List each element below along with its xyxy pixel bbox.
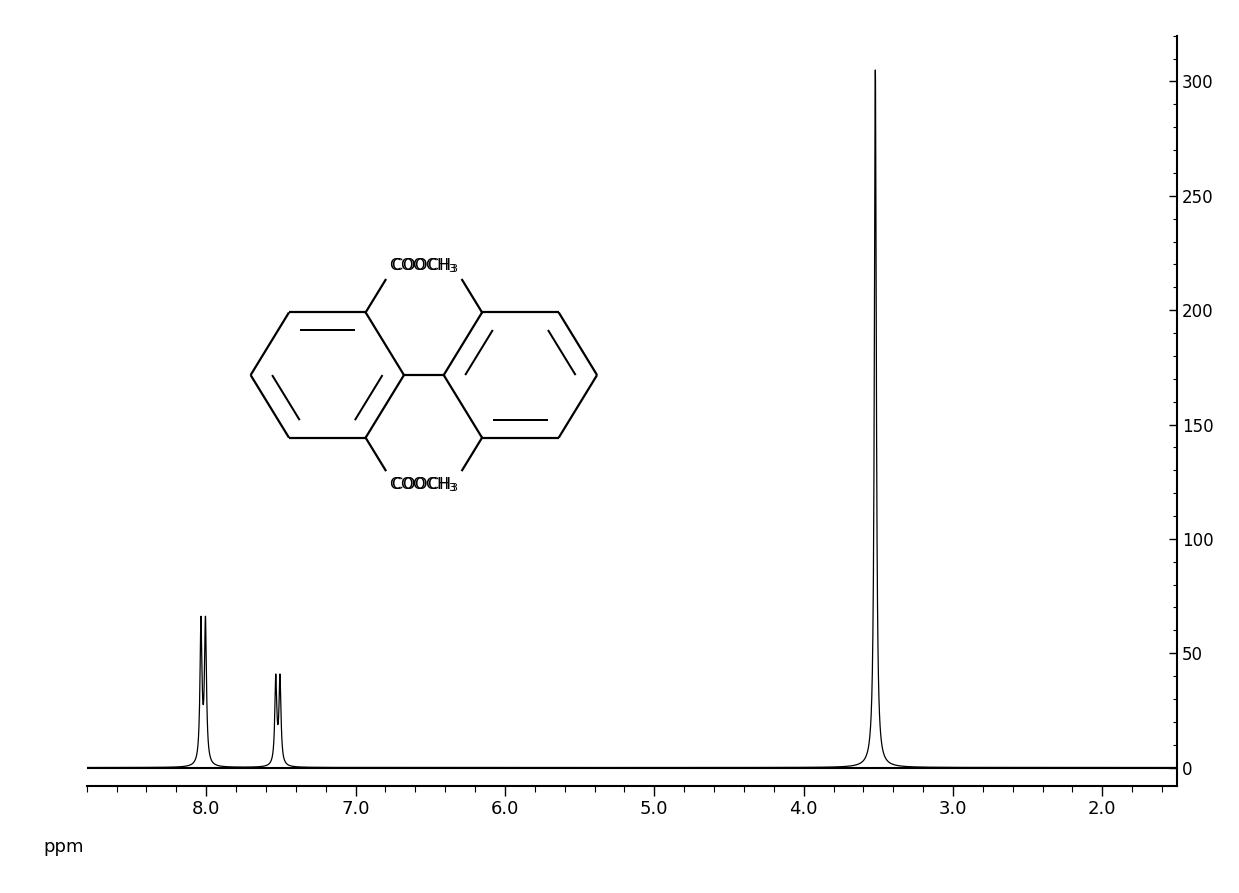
Text: ppm: ppm bbox=[43, 839, 83, 856]
Text: COOCH$_3$: COOCH$_3$ bbox=[392, 476, 458, 494]
Text: COOCH$_3$: COOCH$_3$ bbox=[392, 256, 458, 274]
Text: COOCH$_3$: COOCH$_3$ bbox=[389, 256, 456, 274]
Text: COOCH$_3$: COOCH$_3$ bbox=[389, 476, 456, 494]
